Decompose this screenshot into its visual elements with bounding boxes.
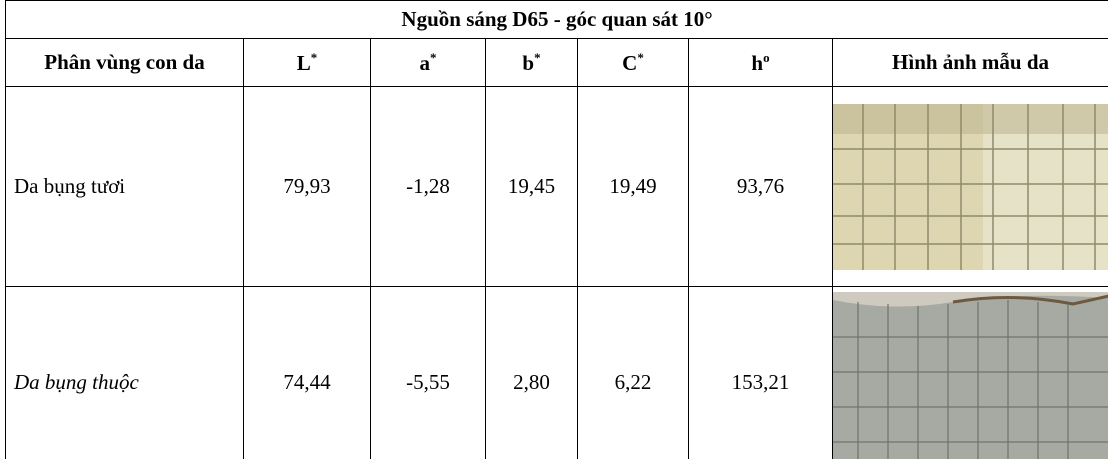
cell: Da bụng tươi [6, 87, 244, 287]
header-sup: o [763, 50, 770, 65]
header-cell: L* [244, 39, 371, 87]
header-cell: Hình ảnh mẫu da [833, 39, 1109, 87]
cell: 74,44 [244, 287, 371, 459]
leather-image [833, 104, 1108, 270]
header-cell: ho [689, 39, 833, 87]
page: {"title": "Nguồn sáng D65 - góc quan sát… [0, 0, 1112, 459]
header-text: C [622, 51, 637, 75]
header-cell: a* [371, 39, 486, 87]
cell: 19,45 [486, 87, 578, 287]
cell: 2,80 [486, 287, 578, 459]
header-sup: * [534, 50, 541, 65]
cell: -5,55 [371, 287, 486, 459]
image-cell [833, 87, 1109, 287]
color-table: Nguồn sáng D65 - góc quan sát 10° Phân v… [5, 0, 1108, 459]
table-container: Nguồn sáng D65 - góc quan sát 10° Phân v… [5, 0, 1108, 459]
table-title: Nguồn sáng D65 - góc quan sát 10° [6, 1, 1109, 39]
image-cell [833, 287, 1109, 459]
header-cell: Phân vùng con da [6, 39, 244, 87]
header-text: L [297, 51, 311, 75]
header-row: Phân vùng con da L* a* b* C* ho Hình ảnh… [6, 39, 1109, 87]
data-row: Da bụng thuộc 74,44 -5,55 2,80 6,22 153,… [6, 287, 1109, 459]
title-row: Nguồn sáng D65 - góc quan sát 10° [6, 1, 1109, 39]
header-sup: * [637, 50, 644, 65]
cell: 93,76 [689, 87, 833, 287]
leather-image [833, 292, 1108, 459]
data-row: Da bụng tươi 79,93 -1,28 19,45 19,49 93,… [6, 87, 1109, 287]
header-sup: * [311, 50, 318, 65]
header-text: a [420, 51, 431, 75]
header-text: h [751, 51, 763, 75]
cell: Da bụng thuộc [6, 287, 244, 459]
cell: 6,22 [578, 287, 689, 459]
cell: -1,28 [371, 87, 486, 287]
header-text: b [522, 51, 534, 75]
header-cell: C* [578, 39, 689, 87]
header-cell: b* [486, 39, 578, 87]
cell: 153,21 [689, 287, 833, 459]
cell: 79,93 [244, 87, 371, 287]
cell: 19,49 [578, 87, 689, 287]
header-sup: * [430, 50, 437, 65]
